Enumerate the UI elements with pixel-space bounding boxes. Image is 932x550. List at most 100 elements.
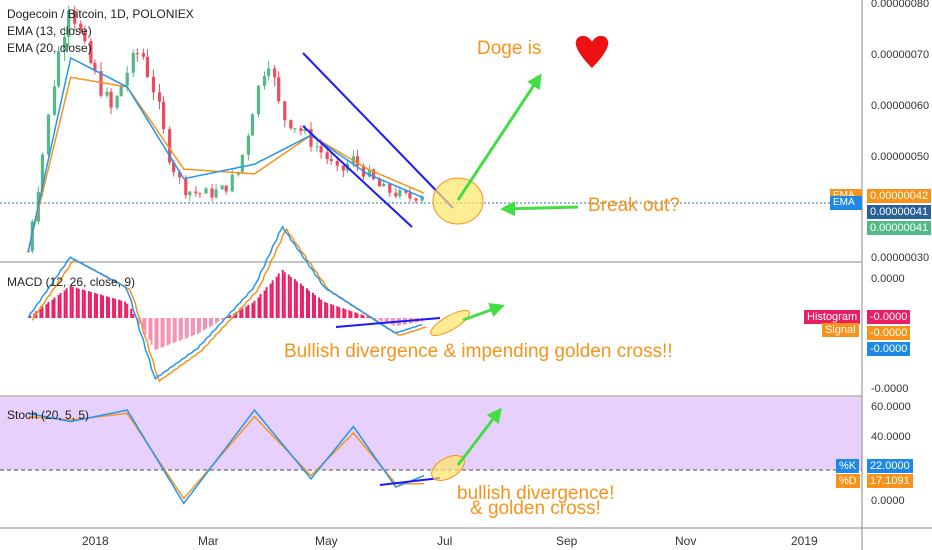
last-price-tag: 0.00000042 bbox=[867, 189, 932, 203]
stoch-band bbox=[0, 397, 862, 470]
breakout-circle[interactable] bbox=[432, 177, 484, 225]
candle-body bbox=[151, 77, 156, 93]
candle-body bbox=[119, 85, 123, 97]
candle-body bbox=[93, 62, 97, 72]
macd-trendline[interactable] bbox=[335, 317, 441, 328]
macd-axis-label: 0.0000 bbox=[871, 273, 905, 285]
candle-body bbox=[26, 251, 30, 253]
candle-body bbox=[293, 128, 297, 130]
candle-body bbox=[398, 190, 402, 197]
candle-body bbox=[309, 129, 313, 147]
price-axis-label: 0.00000080 bbox=[871, 0, 930, 10]
candle-body bbox=[40, 154, 45, 192]
ema-label-tag: EMA bbox=[830, 196, 862, 210]
candle-body bbox=[188, 191, 192, 196]
candle-body bbox=[372, 169, 376, 180]
candle-body bbox=[315, 146, 319, 148]
annotation-stoch-2: & golden cross! bbox=[470, 498, 601, 519]
time-axis-label: May bbox=[315, 534, 338, 548]
candle-body bbox=[408, 192, 412, 199]
candle-body bbox=[299, 128, 303, 132]
candle-body bbox=[256, 85, 261, 115]
candle-body bbox=[378, 179, 382, 187]
k-label-tag: %K bbox=[836, 459, 860, 473]
candle-body bbox=[135, 52, 139, 54]
candle-body bbox=[194, 191, 198, 194]
candle-body bbox=[109, 91, 113, 108]
signal-label-tag: Signal bbox=[822, 323, 859, 337]
price-axis-label: 0.00000050 bbox=[871, 151, 930, 163]
macd-ellipse[interactable] bbox=[427, 306, 472, 340]
up-arrow[interactable] bbox=[456, 73, 542, 201]
stoch-trendline[interactable] bbox=[379, 477, 441, 486]
candle-body bbox=[172, 162, 176, 172]
time-axis-label: 2018 bbox=[82, 534, 109, 548]
candle-body bbox=[157, 92, 162, 102]
stoch-legend: Stoch (20, 5, 5) bbox=[7, 408, 90, 422]
stoch-k-line bbox=[28, 408, 425, 505]
candle-body bbox=[388, 183, 392, 193]
left-arrow[interactable] bbox=[500, 201, 579, 217]
ema-20-line bbox=[27, 76, 425, 252]
candle-body bbox=[131, 52, 135, 73]
candle-body bbox=[67, 10, 71, 38]
time-axis-label: Nov bbox=[675, 534, 697, 548]
d-value-tag: 17.1091 bbox=[867, 474, 913, 488]
candle-body bbox=[289, 120, 293, 129]
candle-body bbox=[115, 96, 119, 108]
candle-body bbox=[210, 188, 214, 198]
candle-body bbox=[404, 190, 408, 193]
candle-body bbox=[273, 68, 277, 78]
macd-line bbox=[27, 225, 423, 381]
candle-body bbox=[283, 101, 287, 121]
stoch-axis-label: 40.0000 bbox=[871, 431, 911, 443]
annotation-doge-is: Doge is bbox=[477, 38, 542, 59]
lower-trendline[interactable] bbox=[302, 125, 413, 228]
candle-body bbox=[341, 165, 345, 171]
heart-icon bbox=[575, 35, 609, 68]
candle-body bbox=[262, 76, 267, 86]
candle-body bbox=[335, 161, 339, 166]
candle-body bbox=[73, 10, 77, 24]
macd-value-tag: -0.0000 bbox=[867, 342, 911, 356]
d-label-tag: %D bbox=[836, 474, 860, 488]
ema2-value-tag: 0.00000041 bbox=[867, 221, 932, 235]
time-axis-label: Mar bbox=[198, 534, 219, 548]
candle-body bbox=[56, 50, 61, 87]
signal-value-tag: -0.0000 bbox=[867, 326, 911, 340]
candle-body bbox=[52, 86, 57, 115]
candle-body bbox=[382, 183, 386, 187]
candle-body bbox=[63, 37, 67, 51]
macd-axis-label: -0.0000 bbox=[871, 383, 909, 395]
candle-body bbox=[303, 129, 307, 132]
candle-body bbox=[250, 114, 255, 136]
candle-body bbox=[355, 156, 360, 166]
macd-histogram bbox=[29, 270, 424, 350]
macd-arrow[interactable] bbox=[462, 302, 505, 322]
candle-body bbox=[83, 30, 87, 42]
candle-body bbox=[214, 189, 218, 198]
candle-body bbox=[325, 152, 329, 160]
histogram-value-tag: -0.0000 bbox=[867, 310, 911, 324]
stoch-axis-label: 0.0000 bbox=[871, 495, 905, 507]
time-axis-label: Jul bbox=[437, 534, 453, 548]
candle-body bbox=[266, 68, 271, 77]
annotation-break-out: Break out? bbox=[588, 195, 680, 216]
upper-trendline[interactable] bbox=[302, 52, 454, 209]
candle-body bbox=[204, 188, 208, 194]
candle-body bbox=[277, 77, 281, 102]
candle-body bbox=[224, 185, 228, 192]
candle-body bbox=[89, 41, 93, 63]
ema-value-tag: 0.00000041 bbox=[867, 205, 932, 219]
candle-body bbox=[161, 101, 166, 130]
candle-body bbox=[125, 72, 129, 86]
candle-body bbox=[99, 71, 103, 96]
stoch-arrow[interactable] bbox=[456, 407, 502, 466]
candle-body bbox=[420, 196, 424, 201]
candle-body bbox=[105, 91, 109, 96]
candle-body bbox=[198, 193, 202, 195]
ema20-legend: EMA (20, close) bbox=[7, 41, 92, 55]
candle-body bbox=[141, 53, 145, 57]
candle-body bbox=[230, 174, 234, 192]
